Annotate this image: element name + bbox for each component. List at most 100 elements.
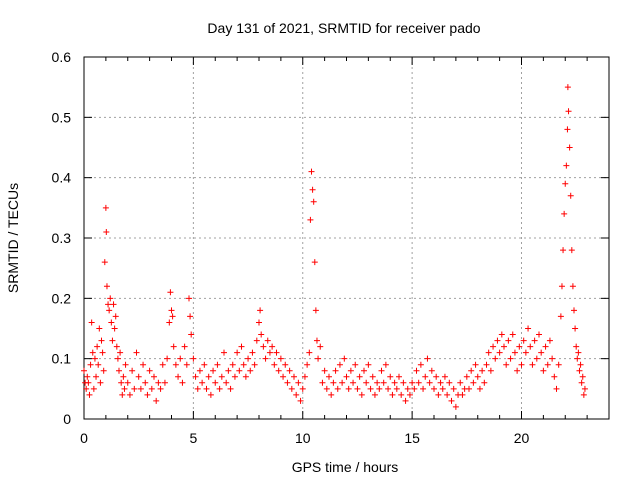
data-point (481, 379, 488, 386)
data-point (142, 379, 149, 386)
data-point (291, 373, 297, 380)
data-point (446, 379, 453, 386)
data-point (374, 379, 381, 386)
data-point (579, 373, 586, 380)
data-point (531, 337, 538, 344)
data-point (341, 355, 348, 362)
data-point (169, 313, 176, 320)
data-point (350, 379, 357, 386)
data-point (561, 210, 568, 217)
y-axis-label: SRMTID / TECUs (5, 183, 21, 293)
data-point (518, 361, 525, 368)
data-point (580, 391, 587, 398)
data-point (420, 385, 427, 392)
data-point (339, 379, 346, 386)
data-point (568, 247, 575, 254)
data-point (485, 349, 492, 356)
y-tick-label: 0 (63, 411, 71, 427)
data-point (196, 367, 203, 374)
data-point (183, 361, 190, 368)
data-point (271, 361, 278, 368)
data-point (282, 361, 289, 368)
data-point (536, 331, 542, 338)
data-point (358, 391, 365, 398)
data-point (389, 391, 396, 398)
data-point (542, 343, 549, 350)
data-point (426, 379, 433, 386)
data-point (361, 367, 367, 374)
data-point (578, 379, 585, 386)
data-point (310, 198, 317, 205)
data-point (177, 355, 184, 362)
data-point (321, 367, 328, 374)
data-point (529, 361, 536, 368)
data-point (380, 379, 387, 386)
data-point (210, 367, 217, 374)
data-point (137, 385, 144, 392)
data-point (288, 385, 295, 392)
data-point (352, 361, 359, 368)
data-point (242, 373, 249, 380)
data-point (111, 325, 118, 332)
data-point (186, 295, 192, 302)
data-point (223, 379, 230, 386)
data-point (159, 361, 166, 368)
data-point (256, 319, 262, 326)
data-point (135, 373, 142, 380)
data-point (81, 367, 87, 374)
data-point (95, 361, 102, 368)
data-point (378, 367, 385, 374)
data-point (221, 349, 227, 356)
data-point (520, 337, 527, 344)
data-point (188, 331, 195, 338)
data-point (245, 355, 252, 362)
data-point (560, 247, 567, 254)
data-point (411, 385, 418, 392)
data-point (533, 355, 540, 362)
data-point (319, 379, 326, 386)
data-point (406, 391, 413, 398)
data-point (468, 367, 475, 374)
x-tick-label: 15 (404, 430, 420, 446)
data-point (404, 385, 411, 392)
data-point (459, 391, 466, 398)
data-point (216, 385, 223, 392)
data-point (525, 325, 532, 332)
data-point (573, 343, 580, 350)
data-point (144, 391, 151, 398)
x-tick-label: 0 (80, 430, 88, 446)
data-point (201, 361, 208, 368)
data-point (334, 385, 341, 392)
data-point (107, 295, 114, 302)
data-point (398, 391, 405, 398)
data-point (516, 343, 523, 350)
data-point (103, 283, 110, 290)
data-point (498, 331, 505, 338)
data-point (505, 337, 512, 344)
data-point (400, 379, 407, 386)
data-point (275, 367, 282, 374)
data-point (511, 349, 518, 356)
data-point (507, 355, 514, 362)
data-point (293, 391, 300, 398)
data-point (562, 180, 569, 187)
data-point (566, 144, 573, 151)
axis-ticks (83, 56, 609, 420)
data-point (297, 397, 304, 404)
data-point (376, 385, 383, 392)
data-point (108, 319, 115, 326)
data-point (175, 373, 182, 380)
data-point (94, 343, 101, 350)
data-point (544, 361, 551, 368)
x-tick-labels: 0 5 10 15 20 (80, 430, 529, 446)
data-point (187, 313, 194, 320)
data-point (492, 355, 499, 362)
data-point (575, 349, 582, 356)
data-point (133, 349, 140, 356)
data-point (487, 367, 494, 374)
data-point (87, 361, 94, 368)
data-point (546, 337, 553, 344)
data-point (140, 361, 147, 368)
data-point (323, 385, 330, 392)
data-point (490, 343, 497, 350)
